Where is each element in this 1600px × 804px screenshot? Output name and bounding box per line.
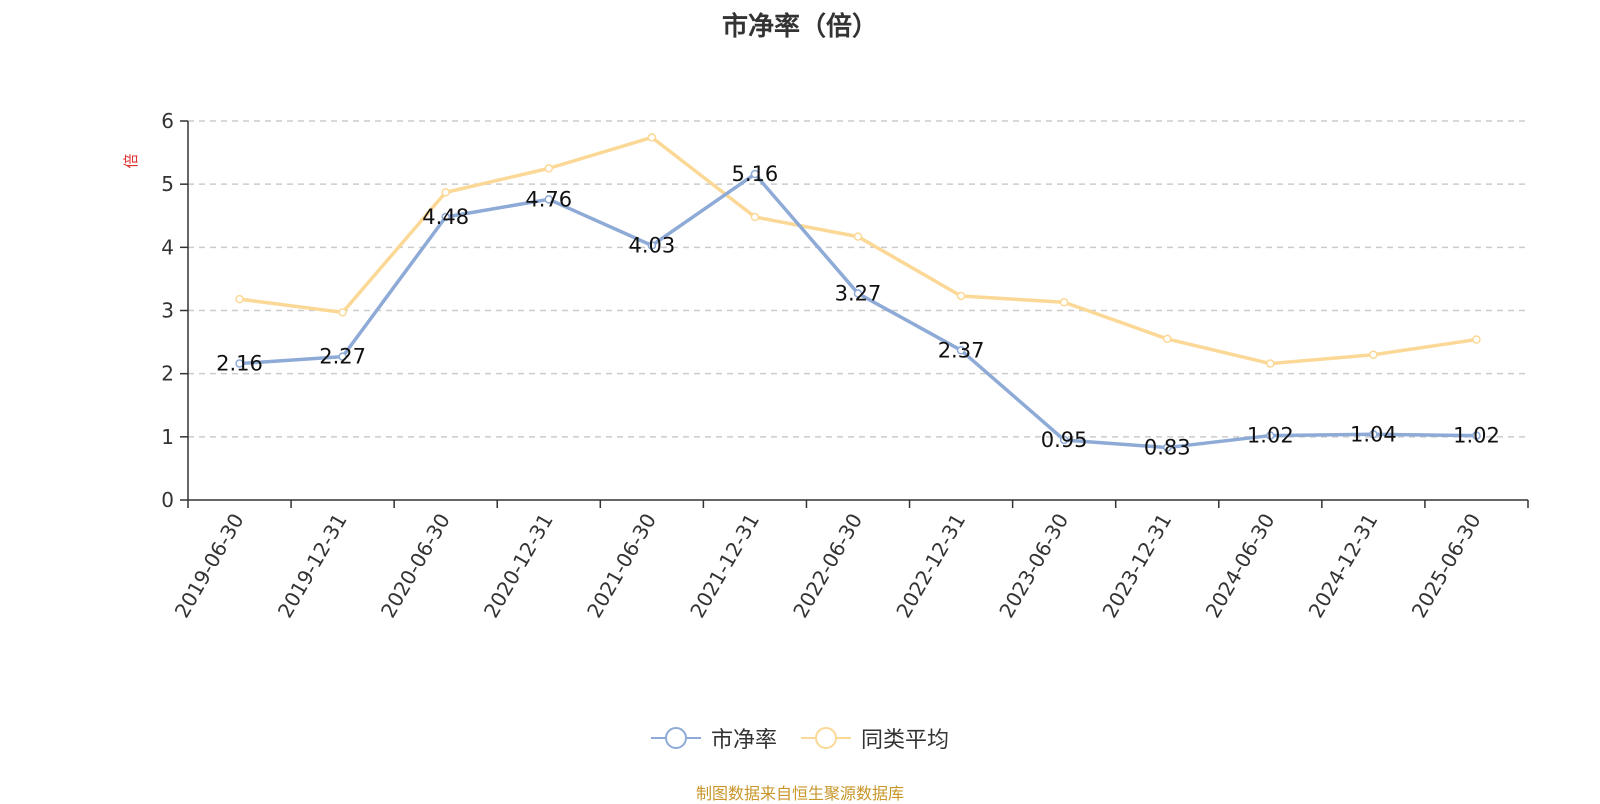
- data-label: 2.27: [319, 345, 366, 369]
- data-labels: 2.16 2.27 4.48 4.76 4.03 5.16 3.27 2.37 0.95 0.83…: [216, 162, 1500, 460]
- data-point: [338, 352, 347, 361]
- data-label: 1.04: [1350, 422, 1397, 446]
- y-tick-label: 6: [161, 109, 174, 133]
- legend: 市净率 同类平均: [0, 722, 1600, 754]
- legend-label: 同类平均: [861, 728, 950, 753]
- data-label: 1.02: [1247, 424, 1294, 448]
- grid-lines: [188, 120, 1528, 438]
- data-point: [1266, 359, 1275, 368]
- data-point: [1472, 335, 1481, 344]
- data-label: 3.27: [835, 281, 882, 305]
- data-point: [235, 359, 244, 368]
- x-tick-label: 2023-06-30: [994, 509, 1073, 622]
- data-point: [750, 169, 760, 179]
- data-point: [853, 232, 863, 241]
- data-point: [1472, 431, 1481, 440]
- data-point: [1059, 435, 1069, 445]
- data-point: [338, 308, 347, 317]
- y-tick-label: 5: [161, 172, 174, 196]
- data-label: 1.02: [1453, 424, 1500, 448]
- legend-item-pb[interactable]: 市净率: [650, 722, 777, 754]
- data-point: [441, 212, 450, 222]
- x-tick-label: 2019-12-31: [273, 509, 352, 622]
- data-point: [647, 133, 657, 142]
- legend-item-peer-average[interactable]: 同类平均: [801, 722, 949, 754]
- x-tick-label: 2021-06-30: [582, 509, 661, 622]
- data-point: [956, 291, 966, 301]
- data-label: 2.16: [216, 352, 263, 376]
- data-point: [1369, 350, 1378, 359]
- data-point: [1059, 298, 1069, 307]
- y-tick-label: 2: [161, 362, 174, 386]
- data-point: [1162, 334, 1172, 344]
- chart-title: 市净率（倍）: [721, 12, 878, 42]
- series-lines: [235, 133, 1481, 452]
- y-axis-ticks: 0 1 2 3 4 5 6: [161, 109, 188, 512]
- data-point: [544, 164, 554, 173]
- data-label: 0.95: [1041, 428, 1088, 452]
- data-point: [235, 294, 244, 304]
- legend-label: 市净率: [710, 728, 777, 753]
- x-tick-label: 2020-12-31: [479, 509, 558, 622]
- data-point: [853, 289, 863, 298]
- y-tick-label: 3: [161, 299, 174, 323]
- x-tick-label: 2021-12-31: [685, 509, 764, 622]
- data-point: [1369, 430, 1378, 439]
- y-tick-label: 0: [161, 488, 174, 512]
- data-label: 4.03: [628, 233, 675, 257]
- x-axis-ticks: 2019-06-30 2019-12-31 2020-06-30 2020-12-31…: [170, 500, 1529, 622]
- data-point: [544, 195, 554, 204]
- x-tick-label: 2024-12-31: [1304, 509, 1383, 622]
- data-label: 4.76: [525, 187, 572, 211]
- data-point: [1266, 431, 1275, 440]
- source-note: 制图数据来自恒生聚源数据库: [695, 784, 904, 803]
- x-tick-label: 2020-06-30: [376, 509, 455, 622]
- y-tick-label: 4: [161, 235, 174, 259]
- x-tick-label: 2019-06-30: [170, 509, 249, 622]
- data-label: 5.16: [732, 162, 779, 186]
- data-label: 2.37: [938, 338, 985, 362]
- x-tick-label: 2023-12-31: [1097, 509, 1176, 622]
- data-label: 4.48: [422, 205, 469, 229]
- data-point: [441, 188, 450, 197]
- x-tick-label: 2022-12-31: [891, 509, 970, 622]
- legend-line-circle-icon: [650, 727, 701, 749]
- x-tick-label: 2024-06-30: [1200, 509, 1279, 622]
- y-axis-label: 倍: [122, 153, 140, 168]
- legend-line-circle-icon: [801, 727, 851, 749]
- data-point: [956, 346, 966, 355]
- x-tick-label: 2025-06-30: [1407, 509, 1486, 622]
- series-line: [239, 135, 1477, 366]
- x-tick-label: 2022-06-30: [788, 509, 867, 622]
- data-label: 0.83: [1144, 436, 1191, 460]
- data-point: [750, 212, 760, 222]
- data-point: [1162, 443, 1172, 452]
- data-point: [647, 241, 657, 250]
- y-tick-label: 1: [161, 425, 174, 449]
